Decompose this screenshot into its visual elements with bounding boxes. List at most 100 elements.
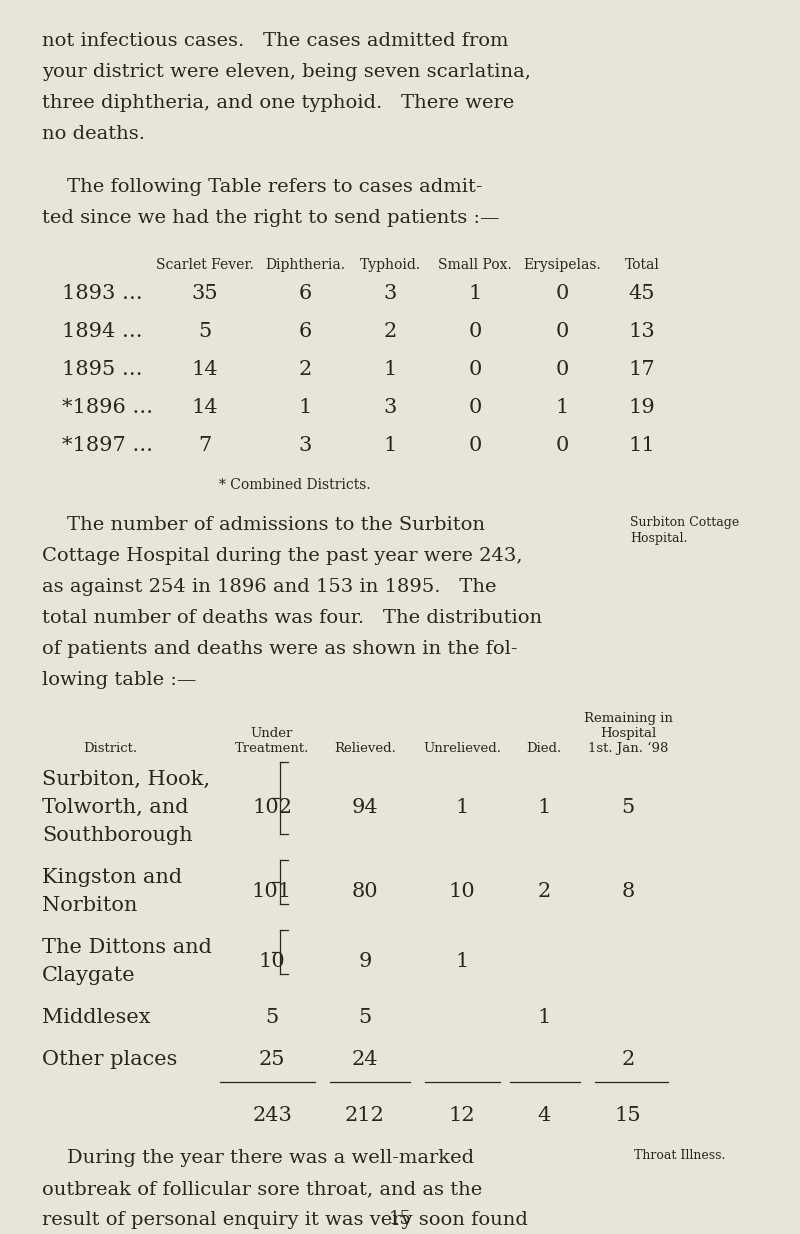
Text: 2: 2 [298, 360, 312, 379]
Text: 15: 15 [389, 1211, 411, 1228]
Text: 14: 14 [192, 399, 218, 417]
Text: outbreak of follicular sore throat, and as the: outbreak of follicular sore throat, and … [42, 1180, 482, 1198]
Text: Small Pox.: Small Pox. [438, 258, 512, 271]
Text: 1894 …: 1894 … [62, 322, 142, 341]
Text: 9: 9 [358, 951, 372, 971]
Text: 2: 2 [383, 322, 397, 341]
Text: 25: 25 [258, 1050, 286, 1069]
Text: Total: Total [625, 258, 659, 271]
Text: Relieved.: Relieved. [334, 742, 396, 755]
Text: Died.: Died. [526, 742, 562, 755]
Text: 212: 212 [345, 1106, 385, 1125]
Text: 4: 4 [538, 1106, 550, 1125]
Text: your district were eleven, being seven scarlatina,: your district were eleven, being seven s… [42, 63, 531, 81]
Text: no deaths.: no deaths. [42, 125, 145, 143]
Text: 13: 13 [629, 322, 655, 341]
Text: 6: 6 [298, 284, 312, 304]
Text: Diphtheria.: Diphtheria. [265, 258, 345, 271]
Text: Kingston and: Kingston and [42, 868, 182, 887]
Text: 3: 3 [383, 399, 397, 417]
Text: District.: District. [83, 742, 137, 755]
Text: as against 254 in 1896 and 153 in 1895.   The: as against 254 in 1896 and 153 in 1895. … [42, 578, 497, 596]
Text: 243: 243 [252, 1106, 292, 1125]
Text: Middlesex: Middlesex [42, 1008, 150, 1027]
Text: 11: 11 [629, 436, 655, 455]
Text: Throat Illness.: Throat Illness. [634, 1149, 726, 1162]
Text: of patients and deaths were as shown in the fol-: of patients and deaths were as shown in … [42, 640, 518, 658]
Text: Hospital: Hospital [600, 727, 656, 740]
Text: 15: 15 [614, 1106, 642, 1125]
Text: 5: 5 [266, 1008, 278, 1027]
Text: Erysipelas.: Erysipelas. [523, 258, 601, 271]
Text: Surbiton Cottage: Surbiton Cottage [630, 516, 739, 529]
Text: 1: 1 [468, 284, 482, 304]
Text: 14: 14 [192, 360, 218, 379]
Text: Scarlet Fever.: Scarlet Fever. [156, 258, 254, 271]
Text: 35: 35 [192, 284, 218, 304]
Text: 1: 1 [455, 798, 469, 817]
Text: 5: 5 [622, 798, 634, 817]
Text: 0: 0 [468, 399, 482, 417]
Text: The number of admissions to the Surbiton: The number of admissions to the Surbiton [42, 516, 485, 534]
Text: 5: 5 [198, 322, 212, 341]
Text: 1: 1 [538, 1008, 550, 1027]
Text: 1: 1 [383, 436, 397, 455]
Text: 10: 10 [258, 951, 286, 971]
Text: 10: 10 [449, 882, 475, 901]
Text: total number of deaths was four.   The distribution: total number of deaths was four. The dis… [42, 610, 542, 627]
Text: 45: 45 [629, 284, 655, 304]
Text: 0: 0 [468, 436, 482, 455]
Text: 80: 80 [352, 882, 378, 901]
Text: *1897 …: *1897 … [62, 436, 153, 455]
Text: 19: 19 [629, 399, 655, 417]
Text: Hospital.: Hospital. [630, 532, 687, 545]
Text: Typhoid.: Typhoid. [359, 258, 421, 271]
Text: 3: 3 [298, 436, 312, 455]
Text: The Dittons and: The Dittons and [42, 938, 212, 958]
Text: 1: 1 [538, 798, 550, 817]
Text: not infectious cases.   The cases admitted from: not infectious cases. The cases admitted… [42, 32, 509, 51]
Text: 2: 2 [538, 882, 550, 901]
Text: 7: 7 [198, 436, 212, 455]
Text: Treatment.: Treatment. [235, 742, 309, 755]
Text: 102: 102 [252, 798, 292, 817]
Text: Remaining in: Remaining in [583, 712, 673, 726]
Text: 5: 5 [358, 1008, 372, 1027]
Text: result of personal enquiry it was very soon found: result of personal enquiry it was very s… [42, 1211, 528, 1229]
Text: 6: 6 [298, 322, 312, 341]
Text: 1: 1 [555, 399, 569, 417]
Text: Under: Under [251, 727, 293, 740]
Text: During the year there was a well-marked: During the year there was a well-marked [42, 1149, 474, 1167]
Text: ted since we had the right to send patients :—: ted since we had the right to send patie… [42, 209, 499, 227]
Text: 1: 1 [455, 951, 469, 971]
Text: 0: 0 [555, 436, 569, 455]
Text: *1896 …: *1896 … [62, 399, 153, 417]
Text: Southborough: Southborough [42, 826, 193, 845]
Text: 1895 …: 1895 … [62, 360, 142, 379]
Text: The following Table refers to cases admit-: The following Table refers to cases admi… [42, 178, 482, 196]
Text: Other places: Other places [42, 1050, 178, 1069]
Text: 101: 101 [252, 882, 292, 901]
Text: three diphtheria, and one typhoid.   There were: three diphtheria, and one typhoid. There… [42, 94, 514, 112]
Text: 0: 0 [555, 360, 569, 379]
Text: 17: 17 [629, 360, 655, 379]
Text: Norbiton: Norbiton [42, 896, 138, 914]
Text: 2: 2 [622, 1050, 634, 1069]
Text: 1: 1 [383, 360, 397, 379]
Text: 1893 …: 1893 … [62, 284, 142, 304]
Text: 8: 8 [622, 882, 634, 901]
Text: 0: 0 [468, 360, 482, 379]
Text: lowing table :—: lowing table :— [42, 671, 196, 689]
Text: 3: 3 [383, 284, 397, 304]
Text: * Combined Districts.: * Combined Districts. [219, 478, 371, 492]
Text: Cottage Hospital during the past year were 243,: Cottage Hospital during the past year we… [42, 547, 522, 565]
Text: 24: 24 [352, 1050, 378, 1069]
Text: 1st. Jan. ‘98: 1st. Jan. ‘98 [588, 742, 668, 755]
Text: Unrelieved.: Unrelieved. [423, 742, 501, 755]
Text: Surbiton, Hook,: Surbiton, Hook, [42, 770, 210, 789]
Text: Tolworth, and: Tolworth, and [42, 798, 189, 817]
Text: 94: 94 [352, 798, 378, 817]
Text: Claygate: Claygate [42, 966, 136, 985]
Text: 0: 0 [468, 322, 482, 341]
Text: 12: 12 [449, 1106, 475, 1125]
